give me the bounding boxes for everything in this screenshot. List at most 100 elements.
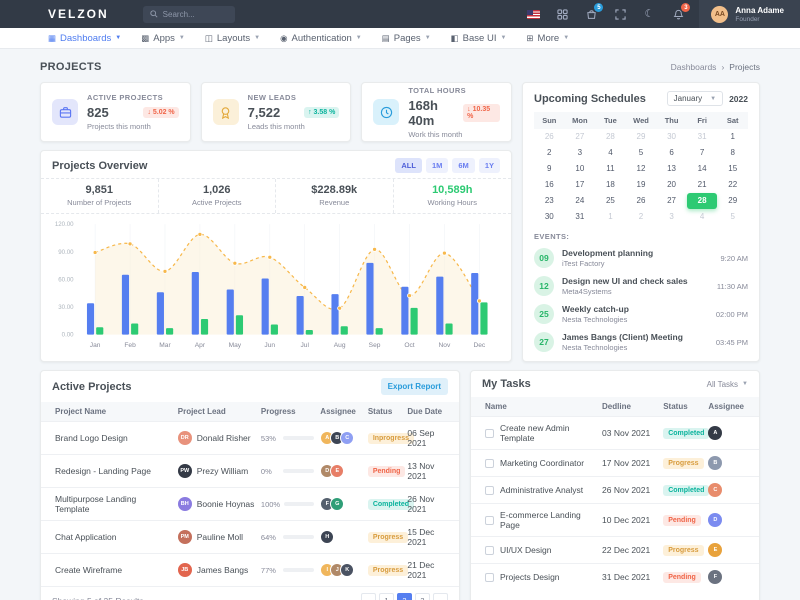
pagination-next[interactable]: →: [433, 593, 448, 600]
breadcrumb-current: Projects: [729, 62, 760, 72]
month-select[interactable]: January ▼: [666, 91, 724, 106]
apps-grid-icon[interactable]: [555, 7, 569, 21]
svg-text:Mar: Mar: [159, 342, 171, 349]
calendar-day[interactable]: 2: [638, 212, 644, 221]
avatar: E: [708, 543, 723, 557]
calendar-day[interactable]: 5: [730, 212, 735, 221]
nav-item-more[interactable]: ⊞ More ▼: [526, 33, 569, 44]
period-button-1y[interactable]: 1Y: [478, 158, 500, 173]
pagination-page-1[interactable]: 1: [379, 593, 394, 600]
search-input[interactable]: [162, 9, 233, 19]
nav-item-dashboards[interactable]: ▦ Dashboards ▼: [48, 33, 121, 44]
calendar-day[interactable]: 1: [608, 212, 613, 221]
due-date: 06 Sep 2021: [407, 428, 435, 448]
calendar-week-row: 23 24 25 26 27 28 29: [534, 193, 748, 209]
calendar-day[interactable]: 27: [667, 196, 677, 205]
calendar-day[interactable]: 13: [667, 164, 677, 173]
period-button-6m[interactable]: 6M: [452, 158, 475, 173]
calendar-day[interactable]: 4: [608, 148, 613, 157]
task-assignee: A: [705, 420, 748, 446]
calendar-day[interactable]: 1: [730, 132, 735, 141]
nav-item-label: Dashboards: [60, 32, 112, 44]
task-checkbox[interactable]: [485, 572, 494, 582]
task-status-cell: Progress: [660, 538, 705, 562]
tasks-filter-dropdown[interactable]: All Tasks ▼: [707, 380, 748, 389]
calendar-day[interactable]: 15: [728, 164, 738, 173]
topbar-search[interactable]: [142, 5, 235, 23]
pagination-prev[interactable]: ←: [361, 593, 376, 600]
dashboards-icon: ▦: [48, 32, 57, 43]
calendar-day[interactable]: 22: [728, 180, 738, 189]
assignee-avatars: H: [317, 524, 365, 550]
calendar-day[interactable]: 2: [547, 148, 552, 157]
nav-item-authentication[interactable]: ◉ Authentication ▼: [280, 33, 362, 44]
calendar-day[interactable]: 30: [667, 132, 677, 141]
calendar-day[interactable]: 21: [697, 180, 707, 189]
event-time: 03:45 PM: [715, 337, 748, 347]
project-lead-name: Prezy William: [196, 466, 249, 476]
calendar-day[interactable]: 9: [547, 164, 552, 173]
calendar-day[interactable]: 16: [544, 180, 554, 189]
calendar-day[interactable]: 31: [575, 212, 585, 221]
breadcrumb-parent[interactable]: Dashboards: [670, 62, 717, 72]
project-name: Multipurpose Landing Template: [55, 494, 137, 514]
period-button-all[interactable]: ALL: [395, 158, 422, 173]
task-status-cell: Progress: [660, 451, 705, 475]
language-flag-icon[interactable]: [526, 7, 540, 21]
nav-item-base-ui[interactable]: ◧ Base UI ▼: [451, 33, 507, 44]
chevron-down-icon: ▼: [115, 35, 122, 41]
nav-item-apps[interactable]: ▩ Apps ▼: [141, 33, 185, 44]
kpi-value: 1,026: [202, 184, 231, 196]
calendar-day[interactable]: 20: [667, 180, 677, 189]
user-menu[interactable]: AA Anna Adame Founder: [699, 0, 800, 28]
cart-icon[interactable]: 5: [584, 3, 604, 21]
task-checkbox[interactable]: [485, 545, 494, 555]
calendar-day[interactable]: 26: [636, 196, 646, 205]
calendar-day[interactable]: 27: [575, 132, 585, 141]
event-org: iTest Factory: [562, 259, 605, 268]
calendar-day[interactable]: 11: [606, 164, 615, 173]
task-checkbox[interactable]: [485, 428, 494, 438]
calendar-day[interactable]: 19: [636, 180, 646, 189]
nav-item-pages[interactable]: ▤ Pages ▼: [382, 33, 431, 44]
calendar-day-selected[interactable]: 28: [686, 193, 718, 209]
period-button-1m[interactable]: 1M: [425, 158, 449, 173]
task-checkbox[interactable]: [485, 458, 494, 468]
calendar-day[interactable]: 29: [728, 196, 738, 205]
nav-item-layouts[interactable]: ◫ Layouts ▼: [205, 33, 260, 44]
calendar-day[interactable]: 31: [697, 132, 707, 141]
calendar-day[interactable]: 6: [669, 148, 674, 157]
calendar-day[interactable]: 3: [669, 212, 674, 221]
calendar-day[interactable]: 3: [577, 148, 583, 157]
calendar-day[interactable]: 25: [605, 196, 615, 205]
calendar-day[interactable]: 8: [730, 148, 735, 157]
calendar-day[interactable]: 14: [697, 164, 707, 173]
notifications-bell-icon[interactable]: 3: [671, 3, 691, 21]
calendar-day[interactable]: 24: [575, 196, 585, 205]
dark-mode-moon-icon[interactable]: ☾: [644, 7, 655, 20]
event-org: Nesta Technologies: [562, 343, 628, 352]
task-status-cell: Pending: [660, 565, 705, 589]
task-deadline: 22 Dec 2021: [602, 545, 651, 555]
stat-value: 7,522: [247, 105, 281, 120]
fullscreen-icon[interactable]: [613, 7, 627, 21]
calendar-day[interactable]: 29: [636, 132, 646, 141]
calendar-day[interactable]: 5: [638, 148, 644, 157]
calendar-day[interactable]: 12: [636, 164, 646, 173]
pagination-page-2[interactable]: 2: [397, 593, 412, 600]
pagination-page-3[interactable]: 3: [415, 593, 430, 600]
calendar-day[interactable]: 17: [575, 180, 585, 189]
task-checkbox[interactable]: [485, 485, 494, 495]
calendar-day[interactable]: 30: [544, 212, 554, 221]
active-projects-title: Active Projects: [52, 380, 132, 393]
task-checkbox[interactable]: [485, 515, 494, 525]
calendar-day[interactable]: 10: [575, 164, 585, 173]
stat-delta-badge: ↓ 10.35 %: [463, 103, 500, 122]
calendar-day[interactable]: 28: [605, 132, 615, 141]
calendar-day[interactable]: 4: [699, 212, 705, 221]
calendar-day[interactable]: 26: [544, 132, 554, 141]
calendar-day[interactable]: 18: [605, 180, 615, 189]
calendar-day[interactable]: 23: [544, 196, 554, 205]
export-report-button[interactable]: Export Report: [380, 378, 448, 395]
calendar-day[interactable]: 7: [699, 148, 705, 157]
